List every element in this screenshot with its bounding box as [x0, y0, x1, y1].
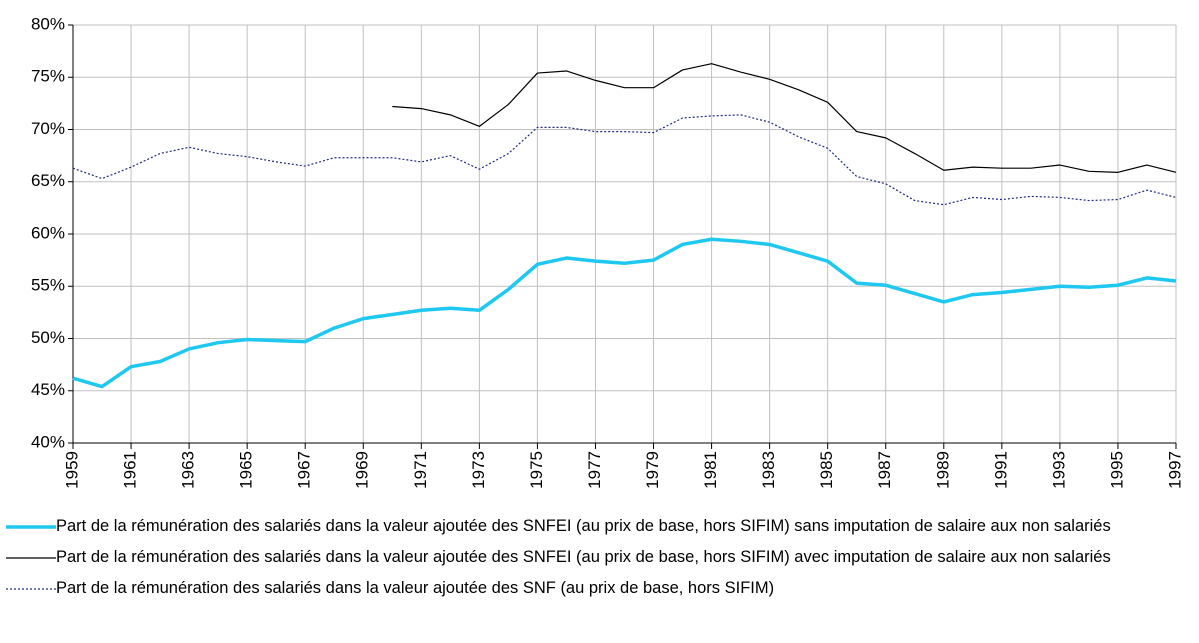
y-tick-label: 60%	[31, 223, 65, 242]
y-tick-label: 70%	[31, 119, 65, 138]
x-tick-label: 1983	[759, 451, 778, 489]
y-tick-label: 65%	[31, 171, 65, 190]
legend-swatch	[6, 525, 56, 529]
x-tick-label: 1959	[62, 451, 81, 489]
y-tick-label: 55%	[31, 276, 65, 295]
x-tick-label: 1995	[1107, 451, 1126, 489]
x-tick-label: 1973	[469, 451, 488, 489]
x-tick-label: 1993	[1049, 451, 1068, 489]
x-tick-label: 1997	[1165, 451, 1184, 489]
legend: Part de la rémunération des salariés dan…	[6, 516, 1196, 599]
legend-entry: Part de la rémunération des salariés dan…	[6, 547, 1196, 568]
series-line	[392, 63, 1177, 173]
x-tick-label: 1989	[933, 451, 952, 489]
y-tick-label: 45%	[31, 380, 65, 399]
legend-entry: Part de la rémunération des salariés dan…	[6, 578, 1196, 599]
x-tick-label: 1967	[295, 451, 314, 489]
x-tick-label: 1963	[179, 451, 198, 489]
x-tick-label: 1961	[121, 451, 140, 489]
y-tick-label: 80%	[31, 14, 65, 33]
x-tick-label: 1975	[527, 451, 546, 489]
series-line	[72, 237, 1177, 389]
legend-swatch	[6, 557, 56, 559]
legend-swatch	[6, 588, 56, 590]
x-tick-label: 1979	[643, 451, 662, 489]
series-line	[72, 114, 1177, 206]
y-tick-label: 40%	[31, 432, 65, 451]
x-tick-label: 1969	[353, 451, 372, 489]
x-tick-label: 1991	[991, 451, 1010, 489]
x-tick-label: 1981	[701, 451, 720, 489]
x-tick-label: 1971	[411, 451, 430, 489]
y-tick-label: 50%	[31, 328, 65, 347]
legend-label: Part de la rémunération des salariés dan…	[56, 579, 775, 597]
chart: 40% 45% 50% 55% 60% 65% 70% 75% 80% 1959 1961 1963 1…	[31, 14, 1185, 489]
y-tick-label: 75%	[31, 67, 65, 86]
legend-label: Part de la rémunération des salariés dan…	[56, 548, 1111, 566]
x-tick-label: 1987	[875, 451, 894, 489]
legend-label: Part de la rémunération des salariés dan…	[56, 517, 1111, 535]
legend-entry: Part de la rémunération des salariés dan…	[6, 516, 1196, 537]
x-tick-label: 1977	[585, 451, 604, 489]
x-tick-label: 1985	[817, 451, 836, 489]
x-tick-label: 1965	[237, 451, 256, 489]
